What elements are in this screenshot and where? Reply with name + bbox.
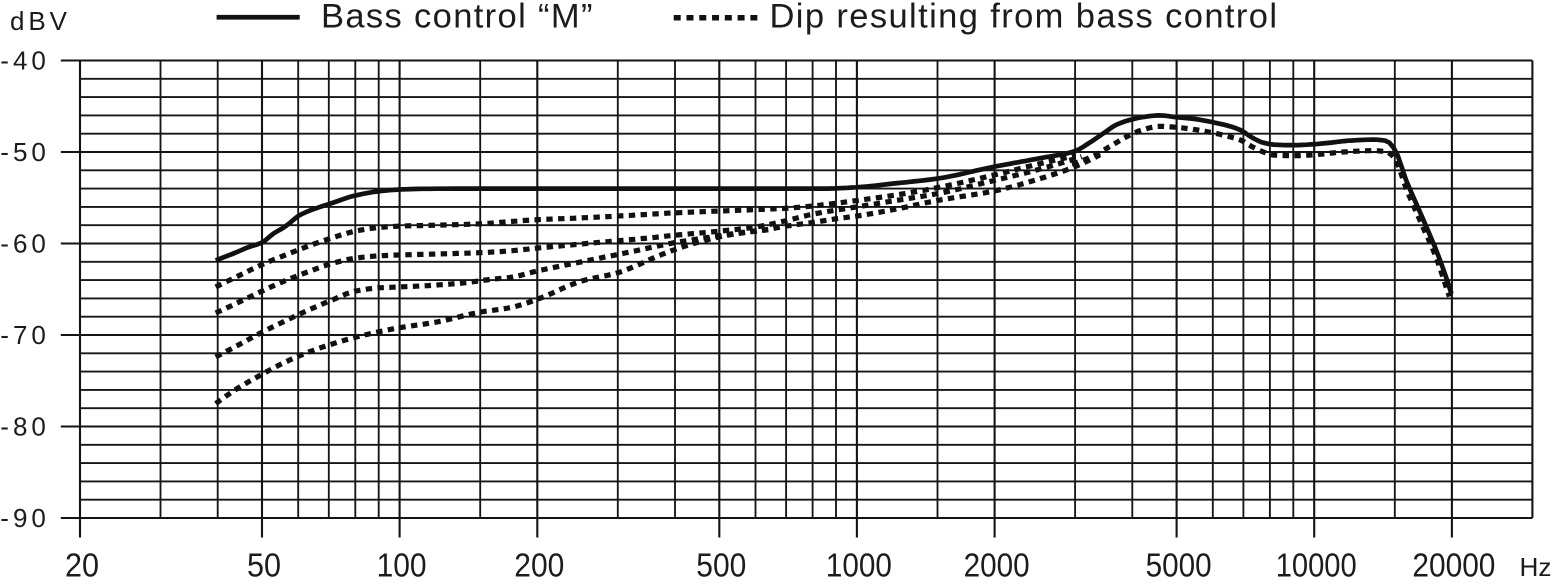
svg-text:-50: -50 <box>0 137 46 167</box>
svg-text:Hz: Hz <box>1520 552 1552 579</box>
svg-text:10000: 10000 <box>1276 548 1357 580</box>
svg-text:-60: -60 <box>0 228 46 258</box>
svg-text:Dip resulting from bass contro: Dip resulting from bass control <box>770 0 1278 36</box>
svg-text:-40: -40 <box>0 45 46 75</box>
svg-text:200: 200 <box>514 548 564 580</box>
svg-text:500: 500 <box>696 548 746 580</box>
svg-text:dBV: dBV <box>10 6 68 36</box>
svg-text:1000: 1000 <box>826 548 892 580</box>
svg-text:-70: -70 <box>0 320 46 350</box>
svg-text:2000: 2000 <box>964 548 1030 580</box>
svg-text:5000: 5000 <box>1146 548 1212 580</box>
svg-text:20000: 20000 <box>1412 548 1495 580</box>
svg-text:-90: -90 <box>0 503 46 533</box>
svg-text:100: 100 <box>377 548 427 580</box>
svg-text:50: 50 <box>247 548 281 580</box>
svg-text:Bass control “M”: Bass control “M” <box>321 0 593 36</box>
svg-text:-80: -80 <box>0 411 46 441</box>
svg-text:20: 20 <box>65 548 99 580</box>
